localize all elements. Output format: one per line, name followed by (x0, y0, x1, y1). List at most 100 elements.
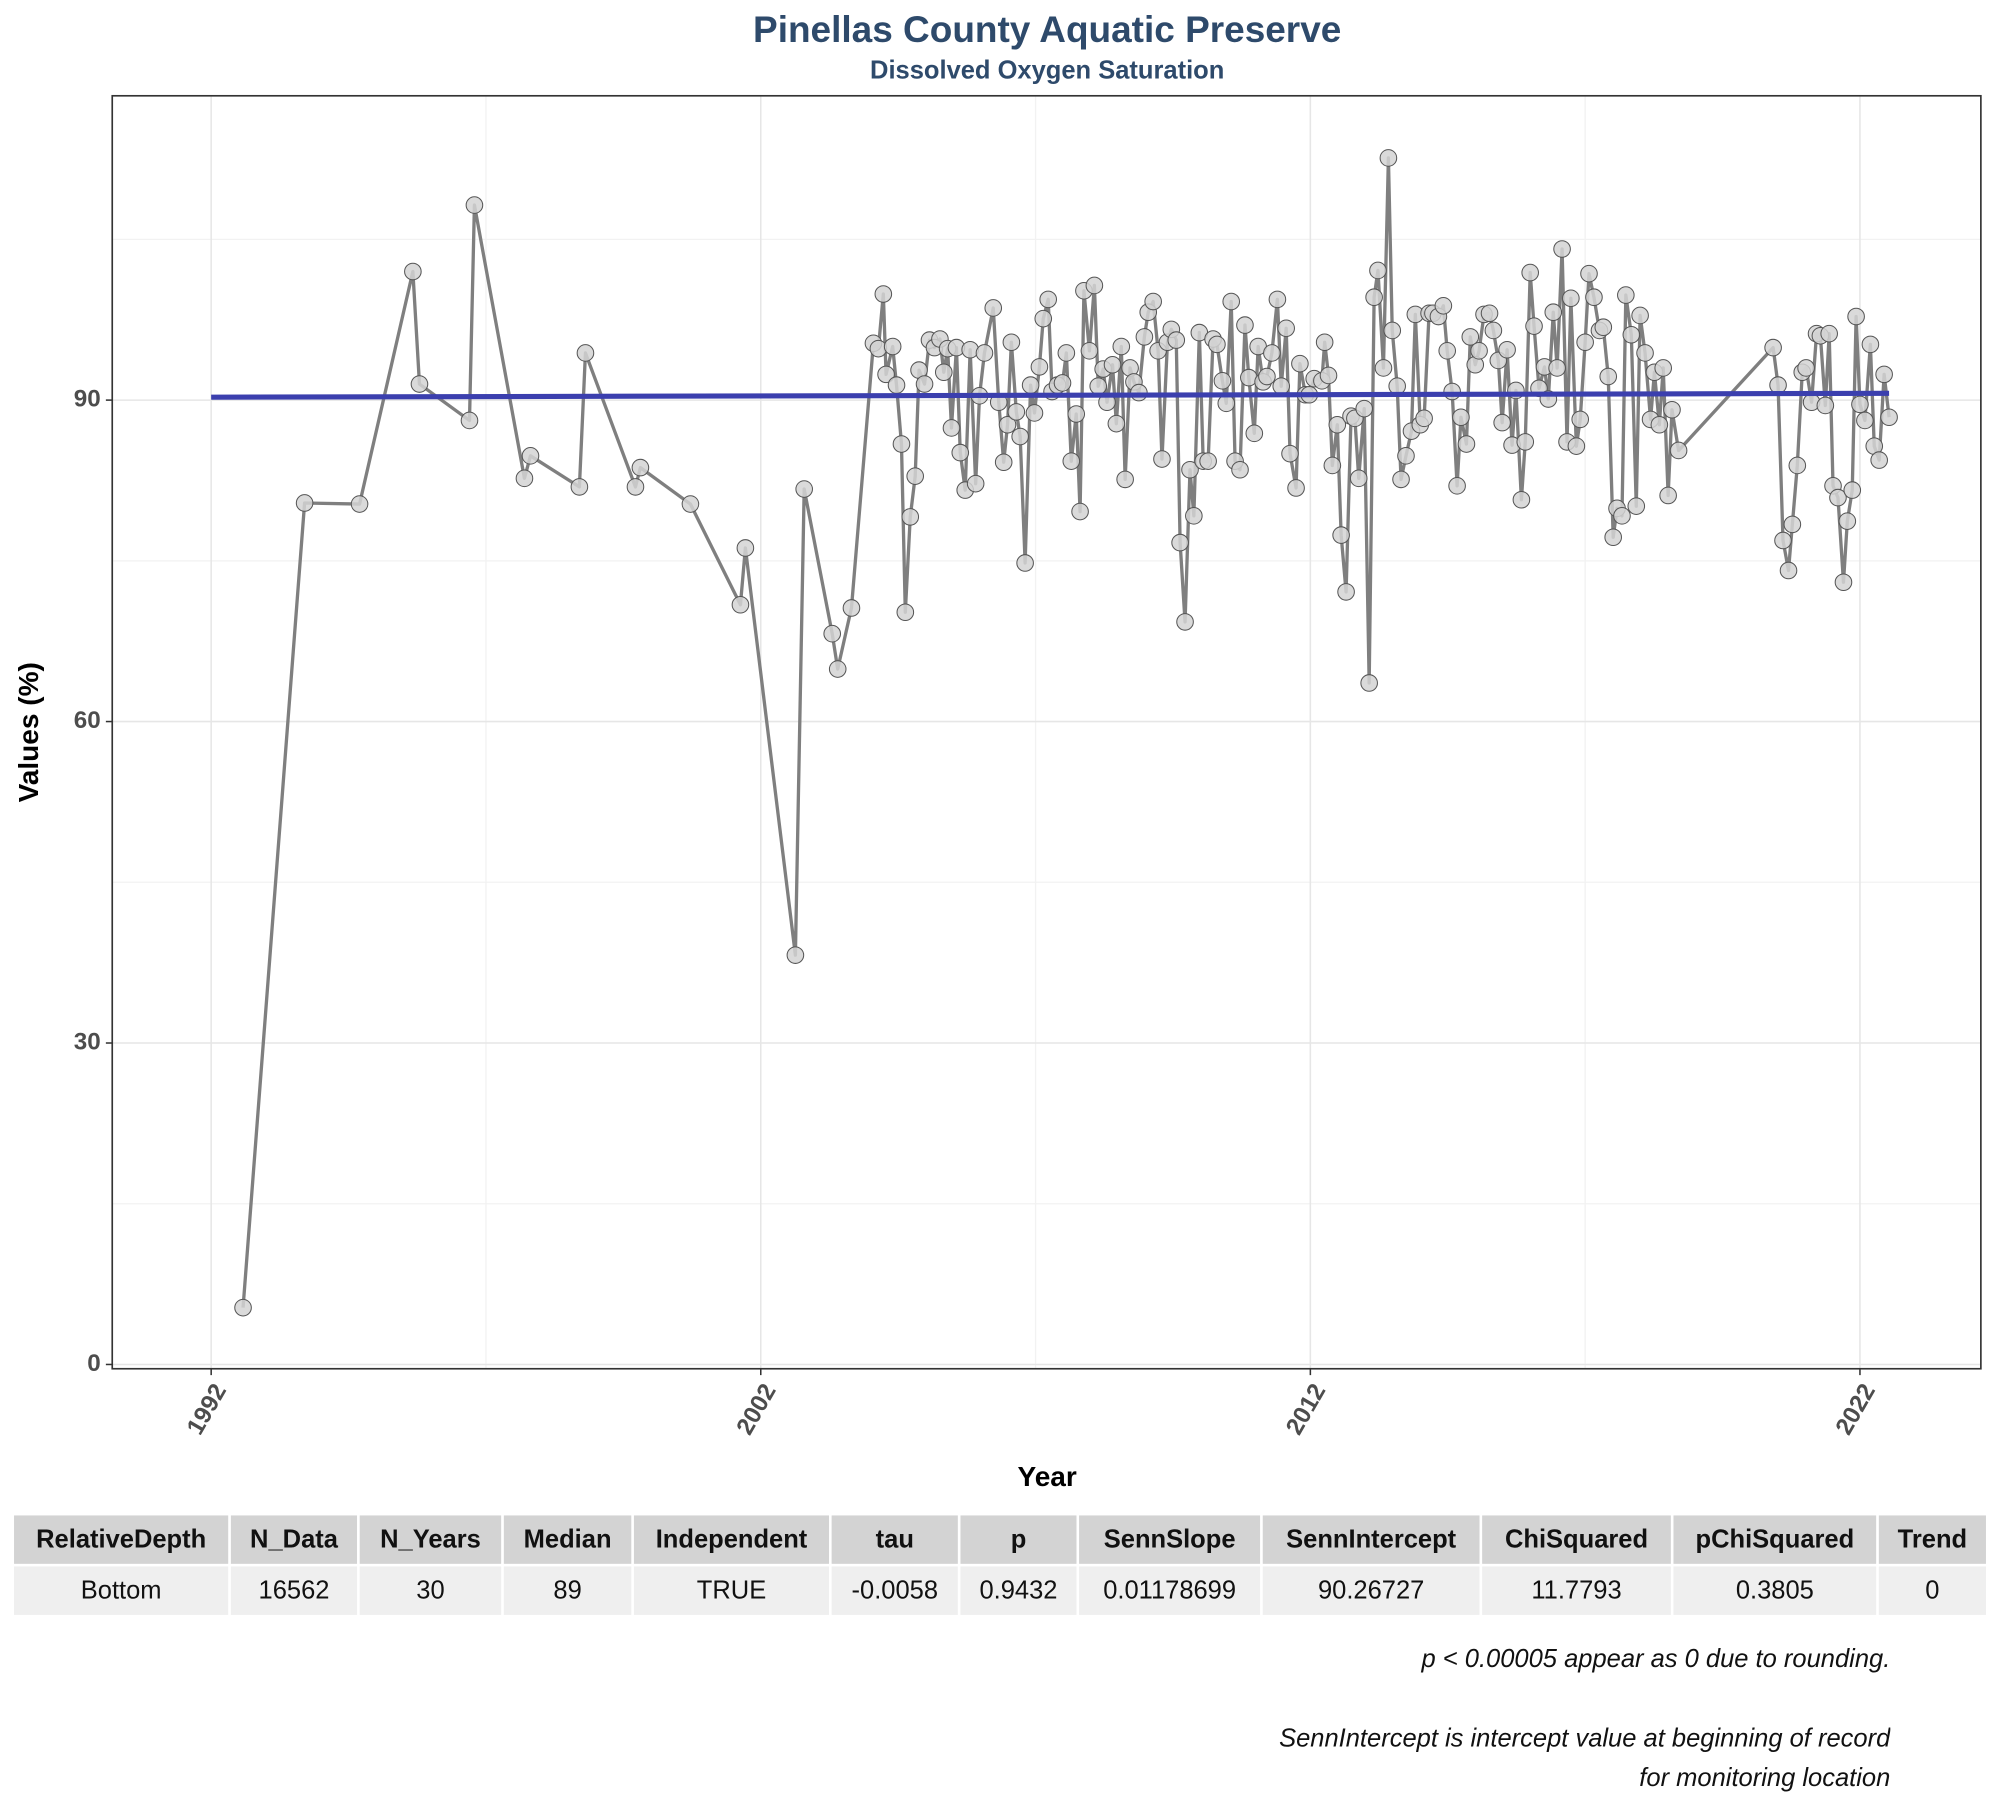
table-value: 89 (553, 1577, 581, 1605)
data-point (1185, 507, 1203, 525)
data-point (1258, 367, 1276, 386)
x-tick-label: 2012 (1281, 1379, 1331, 1439)
data-point (1512, 490, 1531, 509)
data-point (1332, 526, 1350, 544)
data-point (1208, 335, 1226, 354)
data-point (1016, 554, 1034, 572)
data-point (1669, 441, 1688, 460)
data-point (1392, 470, 1410, 489)
table-value: TRUE (697, 1577, 766, 1605)
data-point (1025, 404, 1044, 422)
table-cell (631, 1563, 832, 1618)
data-point (1236, 316, 1254, 334)
data-point (1153, 450, 1171, 468)
note-spacer (1224, 1680, 1890, 1720)
table-value: 30 (416, 1577, 444, 1605)
data-point (681, 495, 700, 513)
data-point (1360, 674, 1378, 692)
data-point (736, 539, 755, 557)
data-point (1553, 240, 1571, 258)
data-point (1103, 355, 1122, 374)
y-tick-label: 0 (87, 1350, 100, 1377)
table-value: 0.3805 (1736, 1577, 1814, 1605)
data-point (1365, 288, 1383, 307)
data-point (906, 467, 925, 485)
data-point (1484, 321, 1503, 340)
data-point (951, 443, 970, 462)
table-header: Median (524, 1526, 612, 1554)
chart-title: Pinellas County Aquatic Preserve (753, 9, 1341, 50)
data-point (1144, 292, 1162, 311)
data-point (1829, 488, 1847, 507)
data-point (896, 603, 915, 622)
data-point (842, 599, 861, 617)
data-point (404, 262, 422, 281)
data-point (1521, 263, 1540, 282)
data-point (1034, 309, 1053, 328)
data-point (234, 1298, 252, 1317)
data-point (877, 365, 895, 384)
data-point (1328, 415, 1347, 434)
data-point (795, 480, 813, 498)
data-point (966, 474, 985, 493)
data-point (1287, 479, 1305, 497)
table-header-cell (357, 1512, 504, 1567)
data-point (1525, 317, 1543, 335)
table-header-cell (228, 1512, 360, 1567)
data-point (1071, 502, 1089, 521)
data-point (1470, 342, 1488, 360)
data-point (1843, 481, 1862, 499)
data-point (892, 435, 911, 453)
data-point (1438, 342, 1457, 360)
data-point (915, 375, 934, 393)
data-point (1838, 512, 1857, 530)
data-point (1834, 573, 1853, 592)
table-header: pChiSquared (1696, 1526, 1855, 1554)
data-point (1659, 486, 1677, 505)
data-point (1281, 444, 1299, 463)
data-point (1797, 359, 1815, 377)
table-header-cell (1876, 1512, 1989, 1567)
data-point (786, 946, 805, 964)
data-point (1337, 583, 1355, 601)
data-point (1448, 477, 1466, 495)
data-point (1816, 396, 1835, 415)
data-point (1820, 324, 1838, 343)
table-cell (1260, 1563, 1483, 1618)
table-header: RelativeDepth (36, 1526, 206, 1554)
data-point (465, 196, 484, 214)
data-point (1374, 359, 1393, 377)
data-point (1604, 528, 1622, 547)
x-tick-label: 2022 (1831, 1379, 1881, 1439)
data-point (1116, 470, 1134, 489)
table-cell (501, 1563, 634, 1618)
data-point (1774, 531, 1792, 550)
data-point (1053, 374, 1072, 392)
y-axis-label: Values (%) (13, 662, 44, 802)
data-point (460, 411, 479, 430)
data-point (975, 344, 994, 362)
data-point (295, 494, 314, 512)
data-point (1613, 507, 1631, 525)
data-point (1002, 333, 1021, 352)
table-value: 90.26727 (1318, 1577, 1424, 1605)
data-point (1067, 405, 1086, 423)
data-point (934, 363, 953, 382)
data-point (1480, 304, 1499, 323)
data-point (1650, 415, 1669, 434)
data-point (1493, 413, 1511, 432)
data-point (942, 419, 961, 437)
data-point (1847, 307, 1865, 326)
data-point (1585, 288, 1603, 307)
x-tick-label: 1992 (182, 1379, 232, 1439)
data-point (1562, 289, 1580, 308)
table-value: 0.01178699 (1103, 1577, 1236, 1605)
data-point (1548, 359, 1566, 377)
data-point (1875, 365, 1893, 384)
data-point (1567, 437, 1586, 455)
data-point (1062, 452, 1081, 470)
data-point (631, 458, 650, 477)
table-header: N_Years (380, 1526, 481, 1554)
